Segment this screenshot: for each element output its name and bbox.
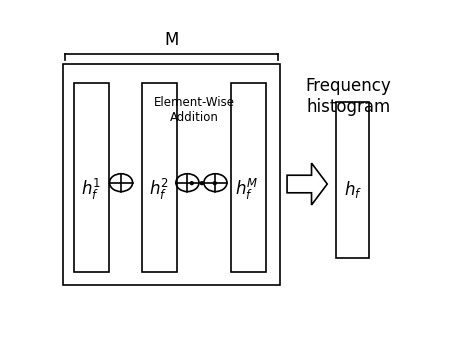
Text: Element-Wise
Addition: Element-Wise Addition	[154, 96, 235, 124]
Text: $h_f^M$: $h_f^M$	[235, 177, 259, 202]
Text: $h_f$: $h_f$	[344, 179, 362, 200]
Bar	[142, 83, 177, 272]
Text: $h_f^1$: $h_f^1$	[81, 177, 101, 202]
Text: $\bullet\!\bullet\!\bullet$: $\bullet\!\bullet\!\bullet$	[186, 175, 218, 190]
Bar	[74, 83, 109, 272]
Bar	[336, 101, 369, 258]
Bar	[231, 83, 266, 272]
Text: M: M	[165, 31, 179, 49]
Bar	[63, 64, 280, 285]
Text: Frequency
histogram: Frequency histogram	[305, 77, 391, 115]
Text: $h_f^2$: $h_f^2$	[149, 177, 170, 202]
Polygon shape	[287, 163, 327, 205]
